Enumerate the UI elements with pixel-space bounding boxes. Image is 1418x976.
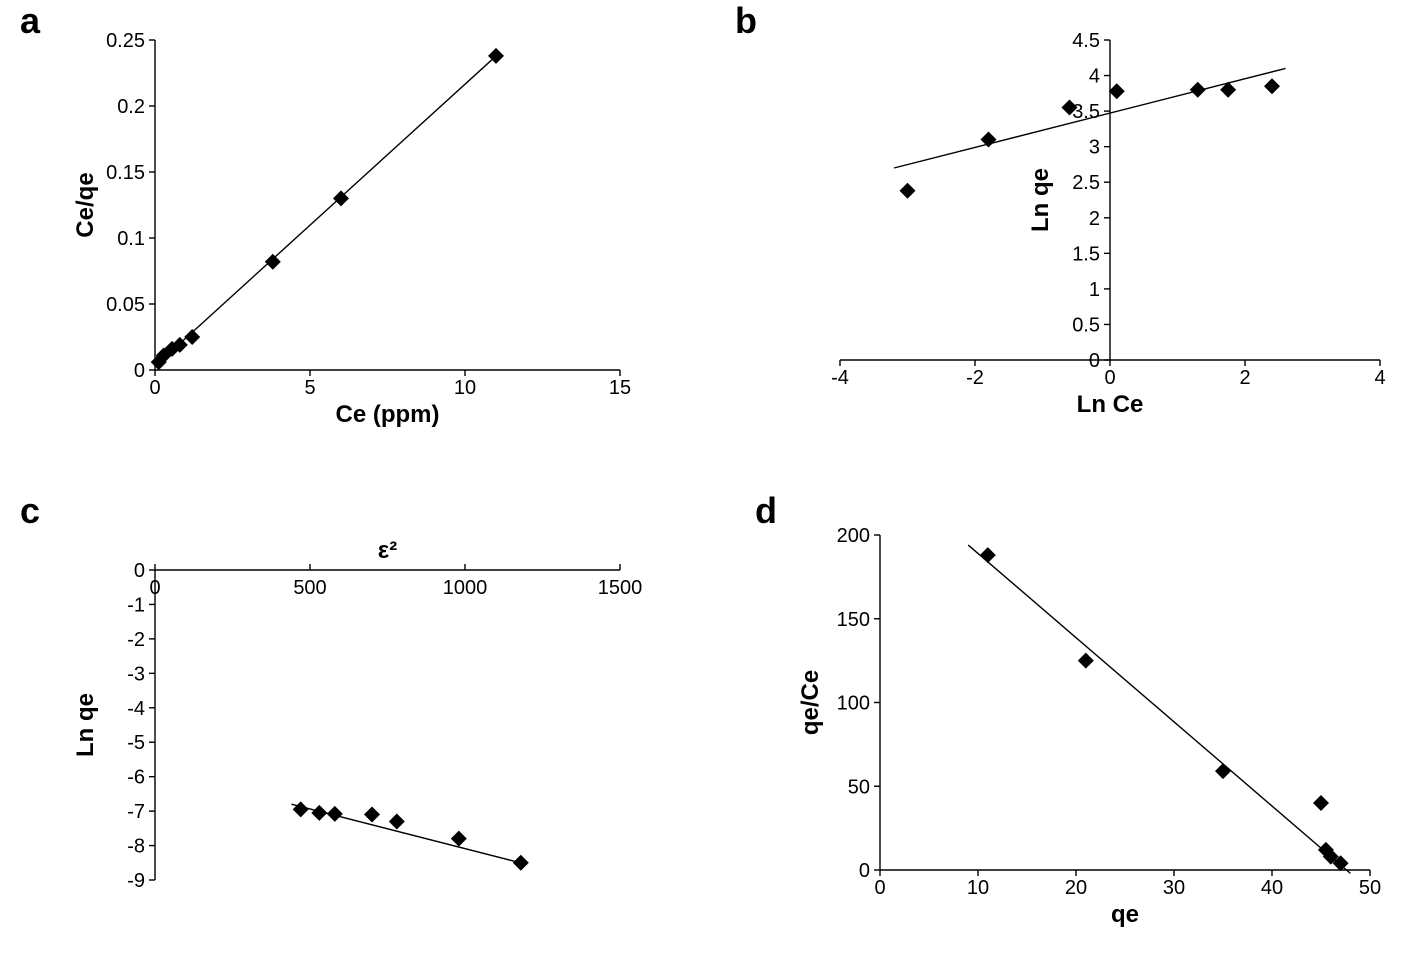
data-point — [1109, 83, 1125, 99]
figure-container: a05101500.050.10.150.20.25Ce (ppm)Ce/qeb… — [0, 0, 1418, 976]
y-tick-label: 0.25 — [106, 30, 145, 52]
y-tick-label: 3 — [1089, 137, 1100, 159]
y-tick-label: -9 — [127, 870, 145, 892]
panel-d: 0 10 20 30 40 50 0 50 100 150 200 qe qe/Ce — [790, 520, 1400, 940]
x-tick-label: 4 — [1374, 367, 1385, 389]
x-tick-label: 0 — [874, 877, 885, 899]
y-tick-label: -8 — [127, 836, 145, 858]
y-axis-label: qe/Ce — [797, 670, 824, 735]
y-tick-label: 2.5 — [1072, 172, 1100, 194]
data-point — [1078, 653, 1094, 669]
y-tick-label: -4 — [127, 698, 145, 720]
panel-label-b: b — [735, 0, 757, 42]
x-tick-label: 20 — [1065, 877, 1087, 899]
y-tick-label: 0 — [134, 560, 145, 582]
x-tick-label: 40 — [1261, 877, 1283, 899]
data-point — [1313, 795, 1329, 811]
x-tick-label: 50 — [1359, 877, 1381, 899]
data-point — [900, 183, 916, 199]
x-tick-label: 0 — [1104, 367, 1115, 389]
x-tick-label: 500 — [293, 577, 326, 599]
chart-b: -4-202400.511.522.533.544.5Ln CeLn qe — [760, 30, 1400, 430]
x-tick-label: 0 — [149, 377, 160, 399]
x-tick-label: 5 — [304, 377, 315, 399]
panel-label-c: c — [20, 490, 40, 532]
x-axis-label: ε² — [378, 537, 397, 564]
y-tick-label: 1 — [1089, 279, 1100, 301]
panel-c: 0500100015000-1-2-3-4-5-6-7-8-9ε²Ln qe — [60, 520, 660, 920]
data-point — [184, 329, 200, 345]
y-tick-label: 150 — [837, 609, 870, 631]
y-tick-label: 2 — [1089, 208, 1100, 230]
data-point — [980, 547, 996, 563]
y-tick-label: -3 — [127, 663, 145, 685]
data-point — [293, 801, 309, 817]
y-tick-label: 100 — [837, 693, 870, 715]
y-tick-label: 0.05 — [106, 294, 145, 316]
panel-label-d: d — [755, 490, 777, 532]
panel-b: -4-202400.511.522.533.544.5Ln CeLn qe — [760, 30, 1400, 430]
x-axis-label: qe — [1111, 901, 1139, 928]
y-tick-label: -7 — [127, 801, 145, 823]
y-tick-label: 0 — [134, 360, 145, 382]
y-tick-label: 0 — [859, 860, 870, 882]
chart-c: 0500100015000-1-2-3-4-5-6-7-8-9ε²Ln qe — [60, 520, 660, 920]
chart-a: 0 5 10 15 0 0.05 0.1 0.15 0.2 0.25 Ce (ppm) Ce/qe — [60, 30, 660, 430]
y-axis-label: Ln qe — [72, 693, 99, 757]
y-tick-label: 0.15 — [106, 162, 145, 184]
y-tick-label: 200 — [837, 525, 870, 547]
y-tick-label: -2 — [127, 629, 145, 651]
y-tick-label: 1.5 — [1072, 243, 1100, 265]
panel-label-a: a — [20, 0, 40, 42]
data-point — [1264, 78, 1280, 94]
x-tick-label: 1500 — [598, 577, 643, 599]
x-tick-label: 30 — [1163, 877, 1185, 899]
x-axis-label: Ln Ce — [1077, 391, 1144, 418]
x-tick-label: 10 — [454, 377, 476, 399]
data-point — [327, 806, 343, 822]
y-tick-label: 4 — [1089, 66, 1100, 88]
data-point — [311, 805, 327, 821]
x-axis-label: Ce (ppm) — [336, 401, 440, 428]
y-tick-label: 0 — [1089, 350, 1100, 372]
data-point — [265, 254, 281, 270]
x-tick-label: 1000 — [443, 577, 488, 599]
x-tick-label: 2 — [1239, 367, 1250, 389]
y-tick-label: 0.2 — [117, 96, 145, 118]
panel-a: 0 5 10 15 0 0.05 0.1 0.15 0.2 0.25 Ce (ppm) Ce/qe — [60, 30, 660, 430]
y-tick-label: 4.5 — [1072, 30, 1100, 52]
y-tick-label: 0.1 — [117, 228, 145, 250]
y-tick-label: 0.5 — [1072, 314, 1100, 336]
chart-d: 0 10 20 30 40 50 0 50 100 150 200 qe qe/Ce — [790, 520, 1400, 940]
y-tick-label: -6 — [127, 767, 145, 789]
y-axis-label: Ln qe — [1027, 168, 1054, 232]
data-point — [389, 813, 405, 829]
x-tick-label: 15 — [609, 377, 631, 399]
data-point — [364, 807, 380, 823]
x-tick-label: -4 — [831, 367, 849, 389]
y-tick-label: -5 — [127, 732, 145, 754]
data-point — [451, 831, 467, 847]
x-tick-label: 10 — [967, 877, 989, 899]
x-tick-label: -2 — [966, 367, 984, 389]
y-tick-label: -1 — [127, 594, 145, 616]
data-point — [1215, 763, 1231, 779]
data-point — [513, 855, 529, 871]
data-point — [1190, 82, 1206, 98]
y-axis-label: Ce/qe — [72, 172, 99, 237]
y-tick-label: 50 — [848, 776, 870, 798]
